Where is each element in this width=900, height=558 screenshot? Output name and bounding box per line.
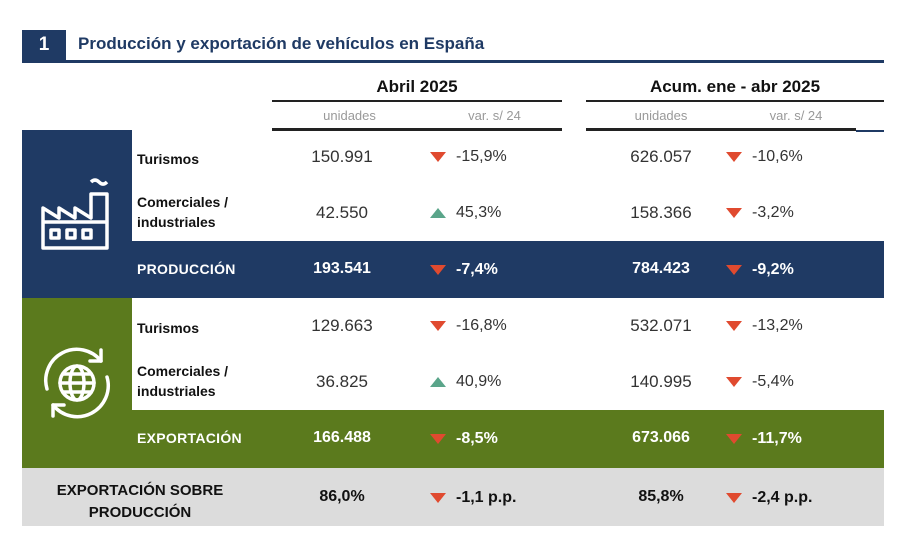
cell-variation: -13,2% [726,317,803,335]
header-period-april: Abril 2025 [376,77,458,96]
cell-units: 36.825 [316,372,368,391]
ratio-value: 86,0% [319,488,365,505]
cell-variation: -3,2% [726,204,794,222]
header-divider [586,100,884,102]
subheader-variation: var. s/ 24 [468,108,521,123]
subheader-divider [272,128,562,131]
up-arrow-icon [430,377,446,387]
section-title: Producción y exportación de vehículos en… [78,34,485,53]
down-arrow-icon [726,493,742,503]
export-total-row [132,410,884,468]
row-label-turismos: Turismos [137,151,199,167]
down-arrow-icon [726,208,742,218]
total-variation: -11,7% [726,430,802,448]
down-arrow-icon [430,493,446,503]
total-units: 784.423 [632,260,690,277]
section-title-bar: 1 Producción y exportación de vehículos … [22,30,884,63]
total-units: 193.541 [313,260,371,277]
cell-units: 532.071 [630,316,692,335]
cell-units: 626.057 [630,147,692,166]
globe-export-icon [44,347,110,419]
down-arrow-icon [430,321,446,331]
cell-variation: 40,9% [430,373,501,391]
subheader-units: unidades [323,108,376,123]
total-units: 673.066 [632,429,690,446]
ratio-label: EXPORTACIÓN SOBRE PRODUCCIÓN [56,482,224,521]
cell-units: 158.366 [630,203,692,222]
ratio-value: 85,8% [638,488,684,505]
section-number: 1 [22,30,66,60]
down-arrow-icon [726,152,742,162]
down-arrow-icon [430,434,446,444]
total-variation: -7,4% [430,261,498,279]
factory-icon [41,178,109,250]
down-arrow-icon [430,265,446,275]
total-label-produccion: PRODUCCIÓN [137,261,236,277]
subheader-divider [586,128,856,131]
cell-units: 42.550 [316,203,368,222]
header-period-cumulative: Acum. ene - abr 2025 [649,77,821,96]
total-variation: -9,2% [726,261,794,279]
down-arrow-icon [726,265,742,275]
row-label-comerciales: Comerciales / industriales [137,194,229,230]
total-label-exportacion: EXPORTACIÓN [137,430,242,446]
export-icon-panel [22,298,132,468]
down-arrow-icon [430,152,446,162]
ratio-variation: -1,1 p.p. [430,489,516,507]
cell-variation: -15,9% [430,148,507,166]
up-arrow-icon [430,208,446,218]
row-label-comerciales: Comerciales / industriales [137,363,229,399]
header-divider [272,100,562,102]
down-arrow-icon [726,377,742,387]
cell-units: 129.663 [311,316,373,335]
cell-variation: -5,4% [726,373,794,391]
total-units: 166.488 [313,429,371,446]
subheader-variation: var. s/ 24 [769,108,823,123]
ratio-variation: -2,4 p.p. [726,489,812,507]
cell-variation: -10,6% [726,148,803,166]
production-total-row [132,241,884,298]
cell-variation: 45,3% [430,204,501,222]
subheader-accent [856,130,884,132]
cell-variation: -16,8% [430,317,507,335]
down-arrow-icon [726,321,742,331]
row-label-turismos: Turismos [137,320,199,336]
total-variation: -8,5% [430,430,498,448]
cell-units: 150.991 [311,147,373,166]
production-icon-panel [22,130,132,298]
subheader-units: unidades [634,108,688,123]
cell-units: 140.995 [630,372,692,391]
down-arrow-icon [726,434,742,444]
